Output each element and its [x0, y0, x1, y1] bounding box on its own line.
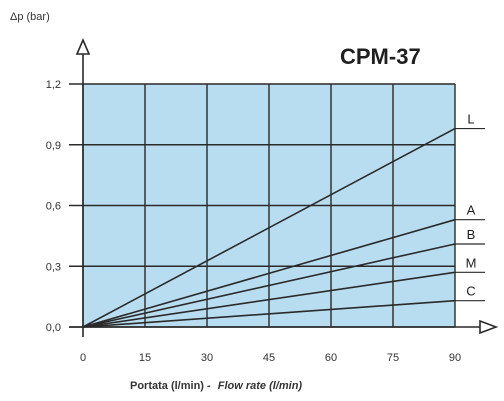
series-lines: [82, 127, 485, 328]
x-tick-label: 15: [139, 352, 151, 364]
y-tick-label: 0,0: [46, 322, 61, 334]
series-label-c: C: [466, 284, 475, 299]
x-axis-label: Portata (l/min) - Flow rate (l/min): [130, 380, 302, 392]
series-line-m: [82, 271, 456, 328]
x-tick-label: 45: [263, 352, 275, 364]
series-line-a: [82, 218, 456, 328]
x-axis-arrow: [479, 319, 499, 335]
series-line-l: [82, 127, 456, 328]
series-label-m: M: [466, 255, 477, 270]
x-tick-label: 60: [325, 352, 337, 364]
series-line-c: [82, 299, 456, 328]
y-tick-label: 0,6: [46, 201, 61, 213]
x-axis-label-italic: Flow rate (l/min): [218, 380, 303, 392]
x-tick-label: 90: [449, 352, 461, 364]
y-axis-arrow: [75, 37, 91, 55]
series-line-b: [82, 243, 456, 328]
y-axis-label: Δp (bar): [10, 11, 50, 23]
tick-labels: 0 15 30 45 60 75 90 0,0 0,3 0,6 0,9 1,2: [46, 79, 461, 364]
chart-title: CPM-37: [340, 44, 421, 69]
y-tick-label: 0,3: [46, 261, 61, 273]
series-label-a: A: [467, 203, 476, 218]
x-tick-label: 0: [80, 352, 86, 364]
x-axis-label-plain: Portata (l/min) -: [130, 380, 211, 392]
series-label-b: B: [467, 227, 476, 242]
axes: [69, 37, 499, 337]
x-tick-label: 75: [387, 352, 399, 364]
series-label-l: L: [467, 112, 474, 127]
y-tick-label: 1,2: [46, 79, 61, 91]
x-tick-label: 30: [201, 352, 213, 364]
y-tick-label: 0,9: [46, 140, 61, 152]
